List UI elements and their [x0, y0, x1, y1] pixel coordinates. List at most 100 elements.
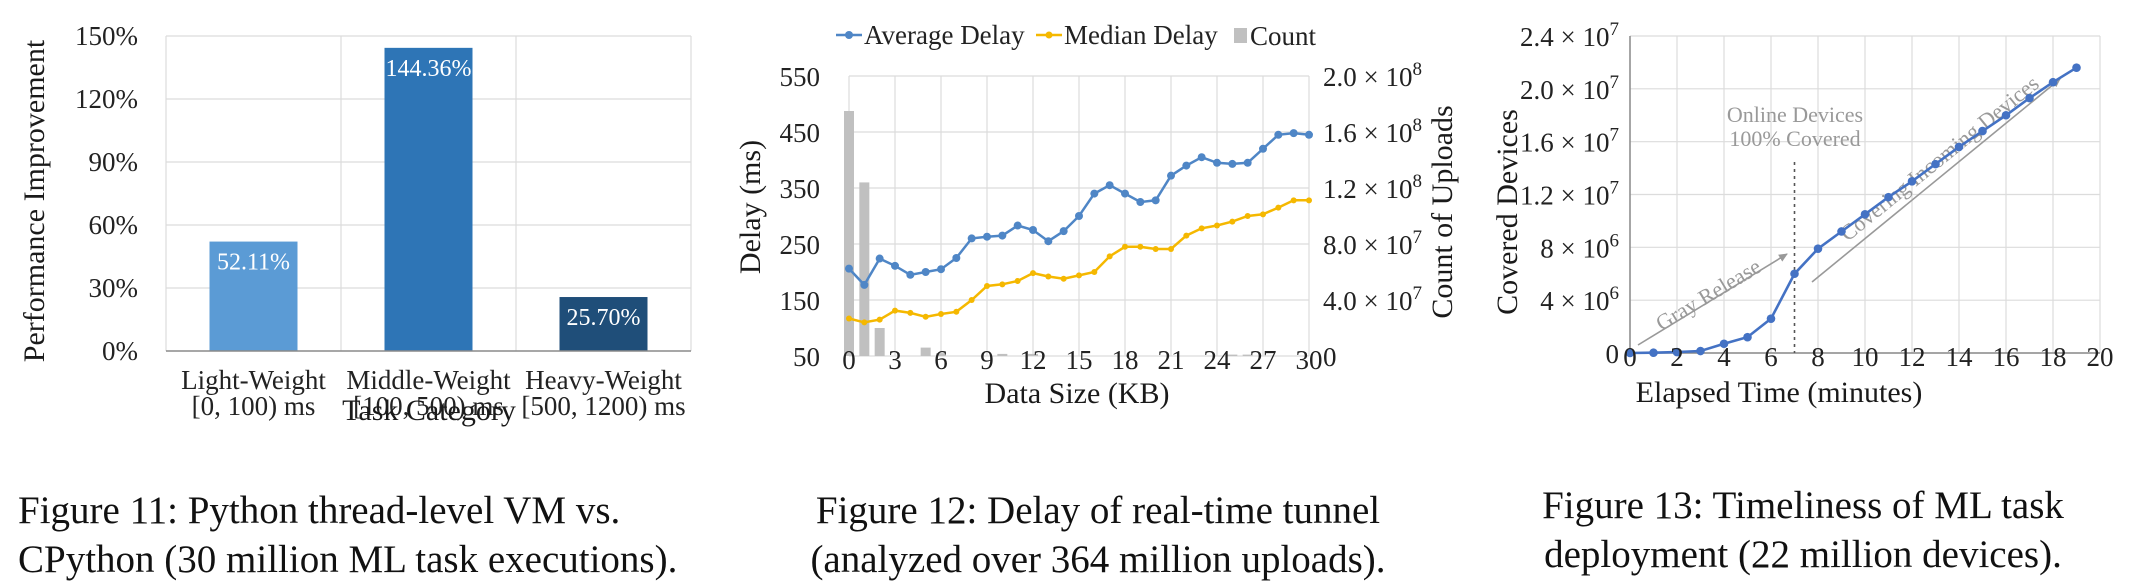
fig12-x-tick-label: 27	[1250, 345, 1277, 375]
fig12-caption-line1: Figure 12: Delay of real-time tunnel	[816, 489, 1380, 532]
fig11-y-tick-label: 120%	[75, 84, 138, 114]
fig12-median-delay-point	[876, 316, 883, 323]
fig11-x-tick-label: Heavy-Weight	[525, 365, 682, 395]
fig12-legend-label-count: Count	[1250, 21, 1317, 51]
fig12-average-delay-point	[1090, 189, 1099, 198]
fig12-average-delay-point	[1167, 171, 1175, 180]
fig12-median-delay-point	[1290, 197, 1297, 204]
fig12-count-bar	[844, 111, 854, 356]
fig12-median-delay-point	[907, 309, 914, 316]
fig12-x-tick-labels: 0 3 6 9 12 15 18 21 24 27 30	[842, 345, 1322, 375]
fig12-average-delay-point	[1151, 196, 1160, 205]
fig12-x-tick-label: 0	[842, 345, 856, 375]
fig13-annotation-online-line1: Online Devices	[1727, 102, 1863, 127]
fig12-series-lines	[845, 129, 1313, 326]
fig13-point	[1837, 227, 1846, 236]
fig11-x-tick-label: Light-Weight	[181, 365, 326, 395]
fig11-y-axis-label: Performance Improvement	[18, 39, 51, 362]
fig12-x-axis-label: Data Size (KB)	[985, 377, 1170, 410]
fig12-count-bar	[1227, 354, 1238, 356]
fig12-average-delay-point	[1121, 189, 1129, 198]
fig12-average-delay-point	[1305, 130, 1313, 139]
fig12-median-delay-point	[1260, 211, 1266, 218]
fig12-median-delay-point	[953, 308, 960, 315]
fig11-caption-line1: Figure 11: Python thread-level VM vs.	[18, 489, 620, 532]
fig12-x-tick-label: 15	[1066, 345, 1093, 375]
figure-11: 52.11%144.36%25.70% 0%30%60%90%120%150% …	[18, 21, 692, 581]
fig13-point	[1719, 339, 1729, 349]
fig12-median-delay-point	[1183, 232, 1190, 239]
fig11-bar	[384, 47, 473, 352]
fig13-point	[1649, 348, 1658, 358]
fig12-legend-label-average: Average Delay	[864, 20, 1025, 50]
fig12-average-delay-point	[983, 232, 991, 241]
fig11-y-tick-labels: 0% 30% 60% 90% 120% 150%	[75, 21, 138, 366]
fig11-data-label: 52.11%	[217, 250, 290, 276]
fig12-median-delay-point	[1168, 246, 1174, 253]
fig11-x-tick-labels: Light-Weight[0, 100) ms Middle-Weight[100…	[181, 365, 686, 421]
fig12-y-tick-label: 350	[780, 174, 821, 204]
fig13-x-tick-label: 0	[1623, 342, 1637, 372]
fig12-x-tick-label: 21	[1158, 345, 1185, 375]
fig12-average-delay-point	[1182, 161, 1191, 170]
fig12-count-bar	[874, 328, 885, 356]
fig12-median-delay-point	[999, 281, 1006, 288]
fig13-annotation-gray-release: Gray Release	[1651, 253, 1765, 335]
fig13-y-tick-label: 0	[1606, 339, 1620, 369]
fig12-y-tick-label: 450	[780, 118, 821, 148]
fig12-count-bar	[1242, 354, 1253, 356]
fig13-x-axis-label: Elapsed Time (minutes)	[1636, 376, 1923, 409]
fig12-average-delay-point	[1029, 226, 1037, 234]
fig11-x-tick-label: [100, 500) ms	[353, 391, 504, 421]
fig12-median-delay-point	[1214, 222, 1220, 229]
fig12-y-axis-label: Delay (ms)	[734, 140, 767, 274]
fig12-count-bar	[936, 353, 946, 356]
fig11-data-label: 25.70%	[567, 305, 641, 331]
fig12-x-tick-label: 30	[1296, 345, 1323, 375]
fig13-y-axis-label: Covered Devices	[1491, 109, 1524, 315]
fig12-average-delay-point	[967, 234, 976, 243]
fig12-median-delay-point	[1106, 253, 1113, 260]
fig13-gridlines	[1629, 35, 2101, 354]
fig13-x-tick-label: 2	[1670, 342, 1684, 372]
fig12-average-delay-point	[998, 231, 1007, 240]
fig12-count-bars	[844, 111, 1253, 356]
fig12-y-tick-labels: 50 150 250 350 450 550	[780, 62, 821, 372]
fig12-median-delay-point	[1060, 275, 1067, 282]
fig12-average-delay-point	[1075, 212, 1083, 220]
fig11-x-tick-label: [500, 1200) ms	[521, 391, 685, 421]
fig12-average-delay-point	[1289, 129, 1298, 138]
fig13-x-tick-label: 12	[1899, 342, 1926, 372]
fig12-median-delay-point	[938, 311, 944, 317]
fig12-y2-axis-label: Count of Uploads	[1426, 105, 1459, 318]
fig11-y-tick-label: 60%	[89, 210, 139, 240]
fig13-x-tick-labels: 0 2 4 6 8 10 12 14 16 18 20	[1623, 342, 2113, 372]
fig12-x-tick-label: 18	[1112, 345, 1139, 375]
fig13-point	[1743, 332, 1752, 342]
fig13-caption-line1: Figure 13: Timeliness of ML task	[1542, 484, 2064, 527]
fig13-x-tick-label: 14	[1946, 342, 1974, 372]
fig12-y2-tick-label: 0	[1323, 342, 1337, 372]
fig12-legend-marker-median	[1045, 31, 1053, 39]
fig13-y-tick-label: 8 × 106	[1540, 230, 1619, 263]
fig12-average-delay-point	[845, 264, 853, 273]
fig12-median-delay-point	[1014, 277, 1021, 284]
fig12-average-delay-point	[952, 254, 961, 262]
fig11-y-tick-label: 90%	[89, 147, 139, 177]
fig13-x-tick-label: 18	[2040, 342, 2067, 372]
fig13-x-tick-label: 8	[1811, 342, 1825, 372]
fig13-point	[2048, 77, 2058, 87]
fig12-legend-marker-average	[845, 31, 853, 39]
fig12-median-delay-point	[922, 313, 929, 320]
fig12-median-delay-point	[1076, 272, 1082, 279]
fig13-y-tick-label: 1.6 × 107	[1520, 125, 1619, 158]
fig12-median-delay-point	[1152, 246, 1159, 253]
fig12-median-delay-point	[846, 315, 852, 322]
fig13-caption-line2: deployment (22 million devices).	[1544, 533, 2062, 576]
fig13-point	[1790, 269, 1799, 279]
fig11-x-tick-label: Middle-Weight	[346, 365, 511, 395]
fig12-y2-tick-labels: 0 4.0 × 107 8.0 × 107 1.2 × 108 1.6 × 108 2.0…	[1323, 59, 1422, 372]
fig13-point	[1978, 126, 1987, 136]
fig13-annotation-online-line2: 100% Covered	[1729, 126, 1860, 151]
